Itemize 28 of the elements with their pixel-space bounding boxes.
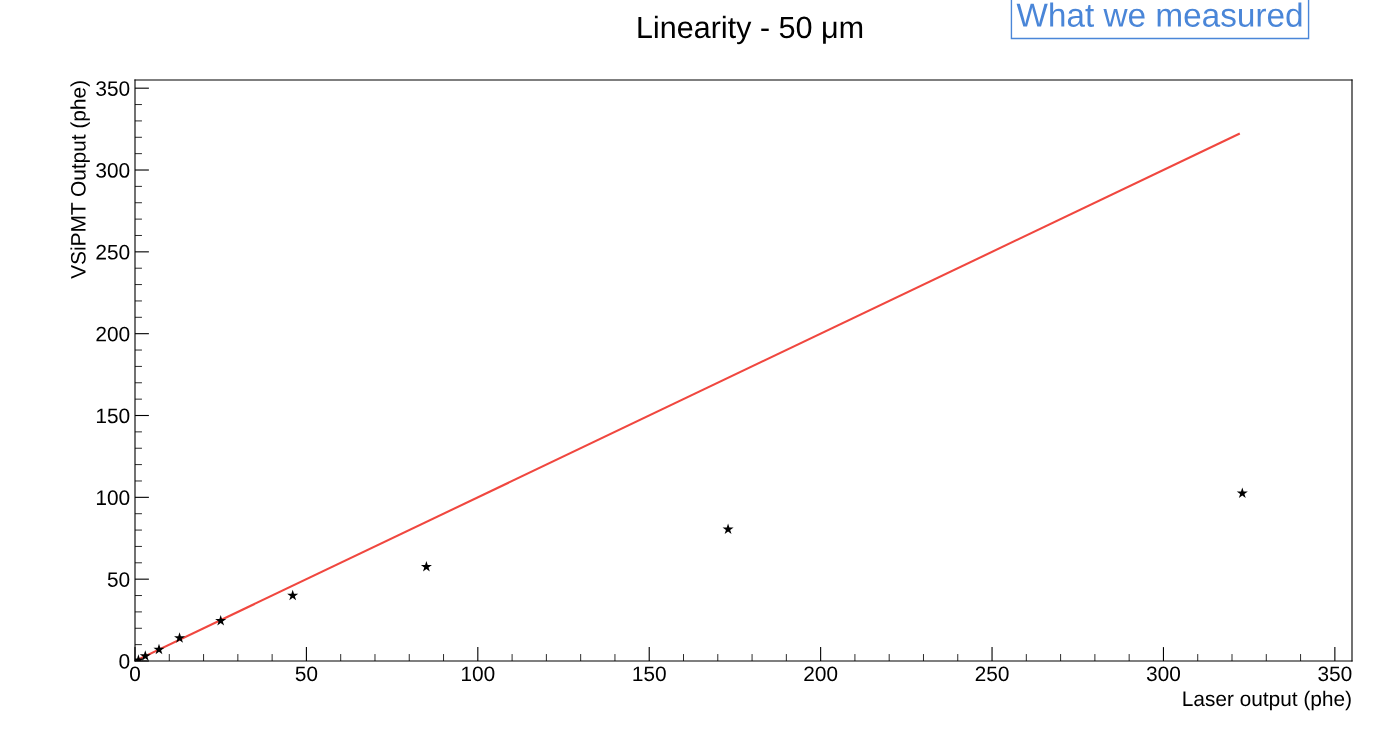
- point: [420, 561, 432, 572]
- text: What we measured: [1016, 2, 1302, 27]
- x-tick-label: 250: [975, 666, 1009, 682]
- x-tick-label: 100: [462, 666, 495, 682]
- point: [153, 643, 165, 655]
- chart-title: Linearity - 50 μm: [638, 15, 863, 45]
- x-tick-label: 300: [1146, 666, 1181, 682]
- point: [215, 615, 227, 626]
- point: [139, 650, 151, 661]
- y-tick-label: 300: [96, 163, 130, 178]
- x-tick-label: 50: [295, 666, 318, 682]
- y-tick-label: 200: [96, 326, 130, 342]
- x-tick-label: 150: [633, 666, 666, 682]
- y-tick-label: 250: [96, 244, 130, 260]
- point: [722, 523, 734, 534]
- y-tick-label: 100: [96, 490, 130, 506]
- x-tick-label: 0: [130, 666, 140, 682]
- x-tick-label: 200: [804, 666, 838, 682]
- point: [1236, 487, 1248, 498]
- y-tick-label: 350: [96, 81, 130, 96]
- point: [287, 589, 299, 601]
- y-tick-label: 0: [119, 654, 130, 669]
- y-axis-title: VSiPMT Output (phe): [70, 81, 90, 279]
- y-tick-label: 150: [96, 408, 130, 424]
- x-tick-label: 350: [1318, 666, 1352, 682]
- point: [174, 632, 186, 643]
- x-axis-title: Laser output (phe): [1183, 690, 1351, 711]
- y-tick-label: 50: [107, 572, 130, 587]
